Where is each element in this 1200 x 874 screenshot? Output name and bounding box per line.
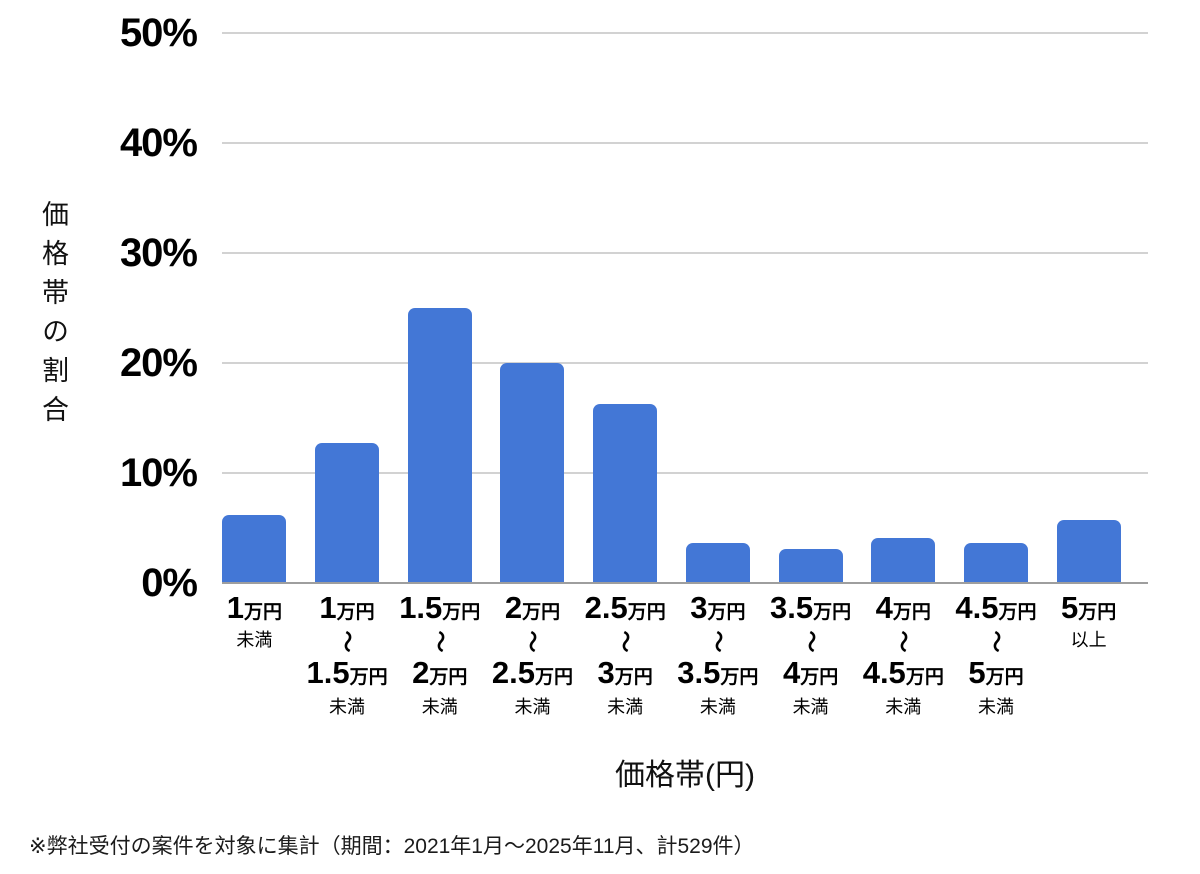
bar <box>315 443 380 583</box>
range-tilde: 〜 <box>427 630 453 653</box>
footnote: ※弊社受付の案件を対象に集計（期間：2021年1月〜2025年11月、計529件… <box>29 835 755 858</box>
bar <box>778 548 843 583</box>
x-axis-line <box>222 582 1148 584</box>
range-tilde: 〜 <box>705 630 731 653</box>
gridline <box>222 32 1148 34</box>
bar <box>685 543 750 583</box>
gridline <box>222 362 1148 364</box>
x-tick-label: 3.5万円〜 4万円 未満 <box>770 590 852 717</box>
range-tilde: 〜 <box>612 630 638 653</box>
bar <box>407 308 472 583</box>
bar-slot <box>393 33 486 583</box>
bar-series <box>208 33 1135 583</box>
x-tick-label: 1.5万円〜 2万円 未満 <box>399 590 481 717</box>
bar-slot <box>301 33 394 583</box>
bar <box>222 514 287 583</box>
bar-slot <box>208 33 301 583</box>
plot-area <box>222 32 1148 584</box>
range-tilde: 〜 <box>519 630 545 653</box>
bar-slot <box>857 33 950 583</box>
bar-slot <box>950 33 1043 583</box>
y-tick-label: 20% <box>119 341 198 385</box>
x-tick-label: 4万円〜 4.5万円 未満 <box>862 590 944 717</box>
gridline <box>222 252 1148 254</box>
bar-slot <box>672 33 765 583</box>
range-tilde: 〜 <box>983 630 1009 653</box>
bar-slot <box>486 33 579 583</box>
bar <box>963 543 1028 583</box>
y-tick-label: 10% <box>119 451 198 495</box>
x-tick-label: 5万円 以上 <box>1061 590 1117 650</box>
bar-slot <box>579 33 672 583</box>
gridline <box>222 472 1148 474</box>
x-tick-label: 4.5万円〜 5万円 未満 <box>955 590 1037 717</box>
gridline <box>222 142 1148 144</box>
x-tick-label: 3万円〜 3.5万円 未満 <box>677 590 759 717</box>
x-tick-label: 2万円〜 2.5万円 未満 <box>491 590 574 717</box>
x-tick-label: 2.5万円〜 3万円 未満 <box>584 590 666 717</box>
y-tick-label: 50% <box>119 11 198 55</box>
y-tick-label: 40% <box>119 121 198 165</box>
bar-slot <box>1042 33 1135 583</box>
bar <box>500 363 565 583</box>
bar-slot <box>764 33 857 583</box>
bar <box>593 403 658 583</box>
x-axis-tick-labels: 1万円 未満 1万円〜 1.5万円 未満 1.5万円〜 2万円 未満 2万円〜 2.5万円 未満 2.… <box>208 592 1135 720</box>
y-axis-title: 価格帯の割合 <box>38 200 68 434</box>
y-tick-label: 0% <box>141 561 198 605</box>
x-tick-label: 1万円〜 1.5万円 未満 <box>306 590 388 717</box>
range-tilde: 〜 <box>890 630 916 653</box>
range-tilde: 〜 <box>798 630 824 653</box>
x-axis-title: 価格帯(円) <box>615 759 755 792</box>
bar <box>871 537 936 583</box>
bar <box>1056 520 1121 583</box>
range-tilde: 〜 <box>334 630 360 653</box>
x-tick-label: 1万円 未満 <box>226 590 282 650</box>
y-tick-label: 30% <box>119 231 198 275</box>
